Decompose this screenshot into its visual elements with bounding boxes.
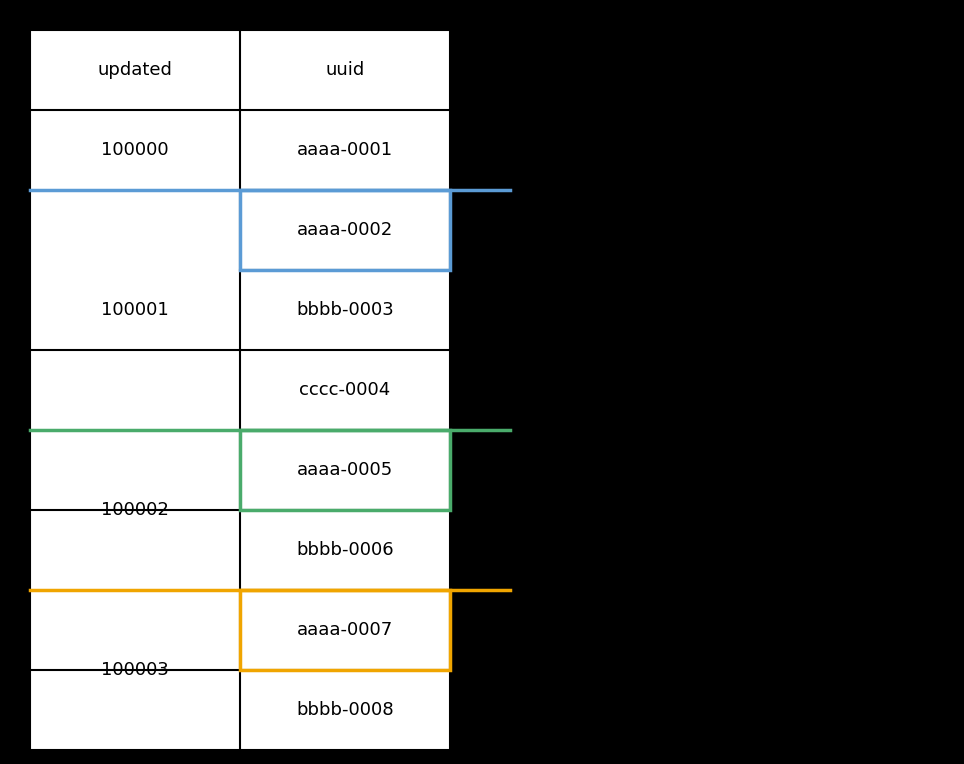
Text: bbbb-0008: bbbb-0008 bbox=[296, 701, 394, 719]
Text: updated: updated bbox=[97, 61, 173, 79]
Text: cccc-0004: cccc-0004 bbox=[300, 381, 390, 399]
Bar bbox=[240, 590, 450, 670]
Bar bbox=[30, 30, 450, 750]
Text: bbbb-0003: bbbb-0003 bbox=[296, 301, 394, 319]
Text: 100003: 100003 bbox=[101, 661, 169, 679]
Bar bbox=[240, 190, 450, 270]
Text: 100001: 100001 bbox=[101, 301, 169, 319]
Text: uuid: uuid bbox=[326, 61, 364, 79]
Text: aaaa-0005: aaaa-0005 bbox=[297, 461, 393, 479]
Text: aaaa-0002: aaaa-0002 bbox=[297, 221, 393, 239]
Text: aaaa-0007: aaaa-0007 bbox=[297, 621, 393, 639]
Text: 100000: 100000 bbox=[101, 141, 169, 159]
Text: bbbb-0006: bbbb-0006 bbox=[296, 541, 394, 559]
Bar bbox=[240, 430, 450, 510]
Text: aaaa-0001: aaaa-0001 bbox=[297, 141, 393, 159]
Text: 100002: 100002 bbox=[101, 501, 169, 519]
